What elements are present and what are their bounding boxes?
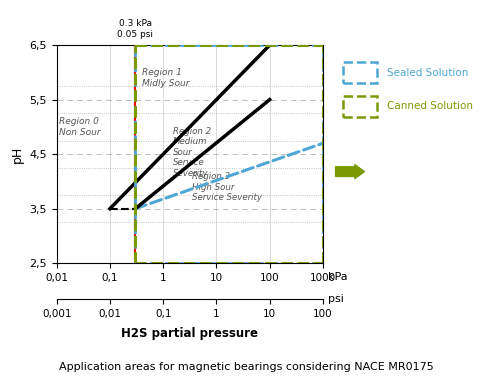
Text: Region 2
Medium
Sour
Service
Severity: Region 2 Medium Sour Service Severity xyxy=(173,127,211,177)
Text: psi: psi xyxy=(328,294,344,304)
Text: Application areas for magnetic bearings considering NACE MR0175: Application areas for magnetic bearings … xyxy=(59,362,434,372)
Text: Region 1
Midly Sour: Region 1 Midly Sour xyxy=(142,68,189,88)
Text: kPa: kPa xyxy=(328,272,348,282)
Y-axis label: pH: pH xyxy=(11,146,24,163)
Text: Canned Solution: Canned Solution xyxy=(387,102,473,111)
Text: Region 3
High Sour
Service Severity: Region 3 High Sour Service Severity xyxy=(192,172,262,202)
Text: Region 0
Non Sour: Region 0 Non Sour xyxy=(59,117,101,136)
Text: Sealed Solution: Sealed Solution xyxy=(387,68,468,77)
Text: H2S partial pressure: H2S partial pressure xyxy=(121,327,258,340)
Text: 0.3 kPa
0.05 psi: 0.3 kPa 0.05 psi xyxy=(117,19,153,39)
